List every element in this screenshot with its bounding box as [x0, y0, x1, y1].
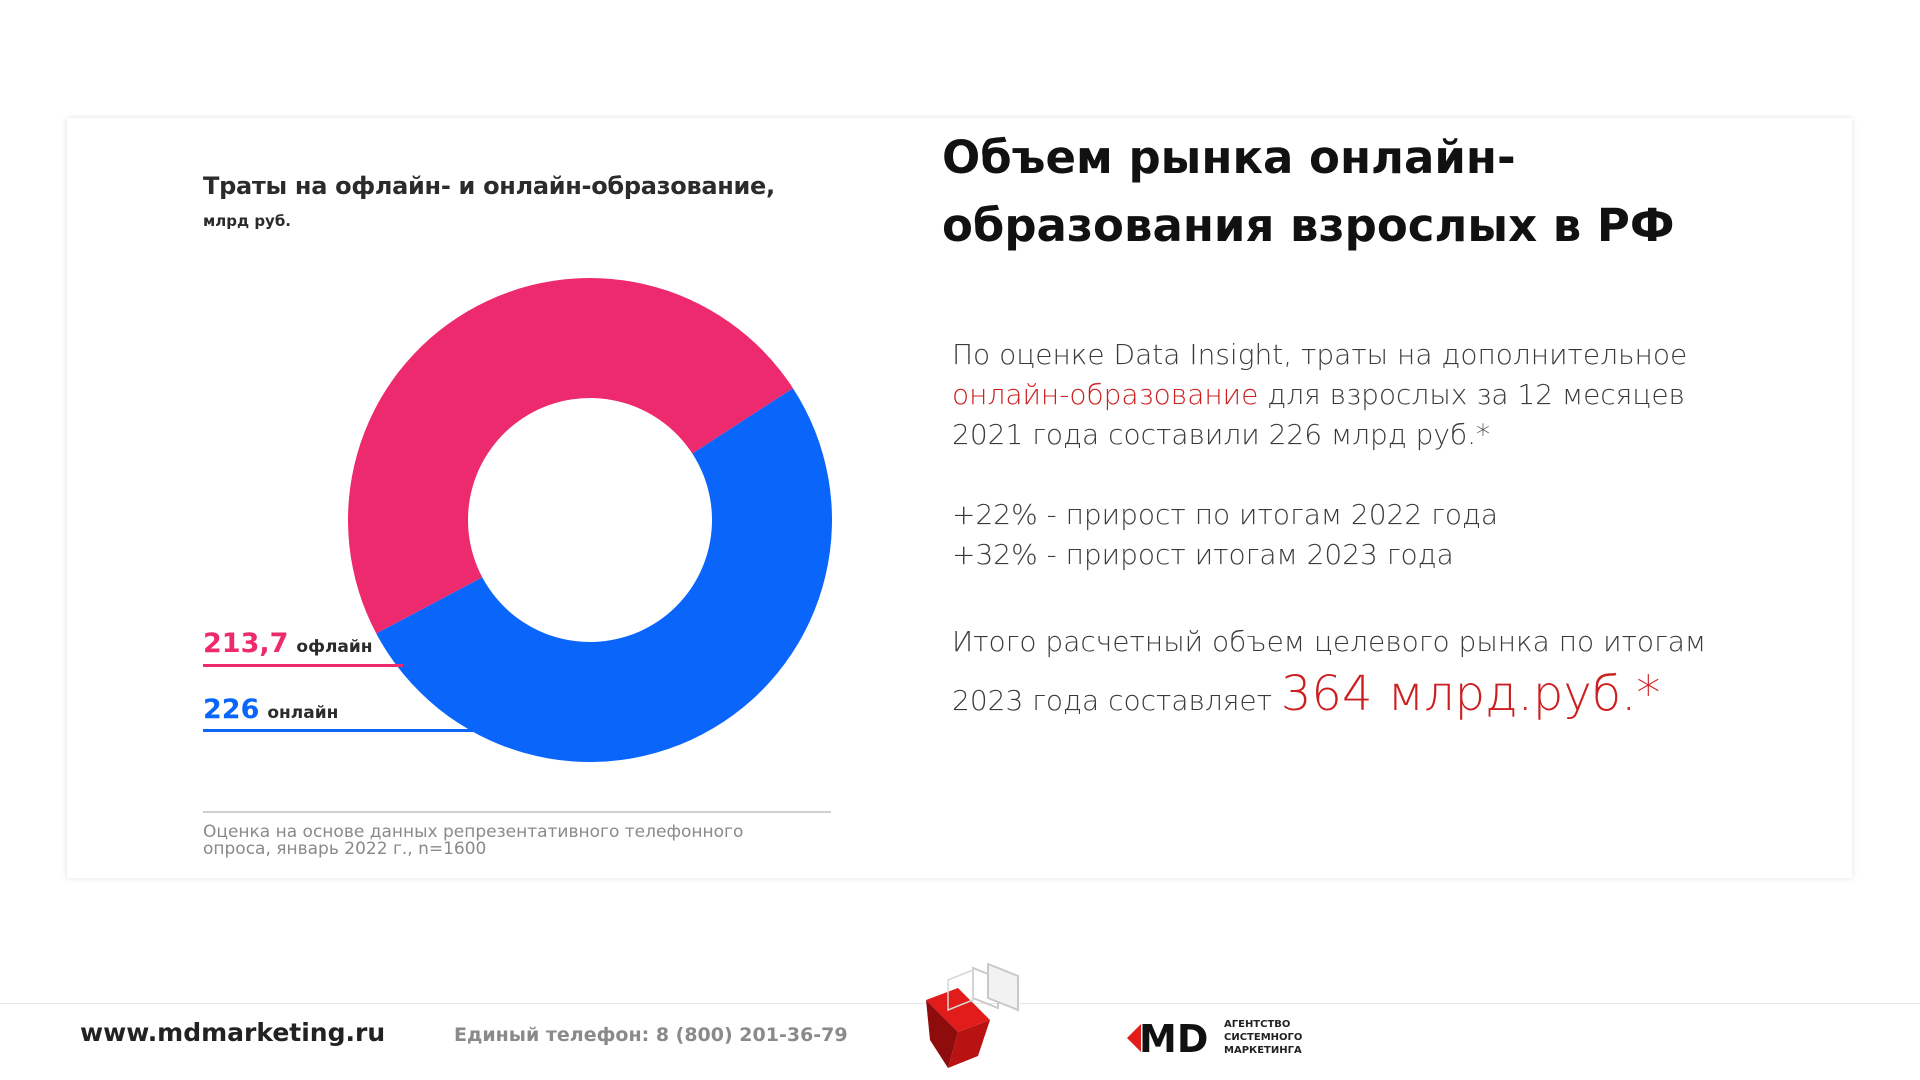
total-paragraph: Итого расчетный объем целевого рынка по …: [952, 616, 1732, 727]
note-divider: [203, 811, 831, 813]
online-education-link[interactable]: онлайн-образование: [952, 378, 1259, 411]
donut-slice-online: [376, 388, 832, 762]
website-link[interactable]: www.mdmarketing.ru: [80, 1018, 386, 1047]
intro-text-b: для взрослых за 12 месяцев 2021 года сос…: [952, 378, 1685, 451]
offline-value: 213,7: [203, 628, 289, 659]
online-label: 226 онлайн: [203, 694, 338, 725]
offline-label: 213,7 офлайн: [203, 628, 373, 659]
offline-name: офлайн: [296, 637, 373, 657]
online-leader-line: [203, 729, 483, 732]
chart-note: Оценка на основе данных репрезентативног…: [203, 822, 744, 859]
donut-slice-offline: [347, 277, 793, 634]
md-logo: MD: [1127, 1017, 1208, 1061]
chart-subtitle: млрд руб.: [203, 212, 292, 230]
online-name: онлайн: [267, 703, 339, 723]
heading-line-2: образования взрослых в РФ: [942, 199, 1675, 252]
offline-leader-line: [203, 664, 403, 667]
intro-paragraph: По оценке Data Insight, траты на дополни…: [952, 335, 1732, 455]
total-text: Итого расчетный объем целевого рынка по …: [952, 625, 1707, 717]
donut-chart: [347, 277, 832, 762]
total-value: 364 млрд.руб.*: [1280, 666, 1661, 722]
md-logo-mark: MD: [1139, 1017, 1208, 1061]
brand-cube-logo: [926, 962, 1019, 1068]
growth-2022: +22% - прирост по итогам 2022 года: [952, 498, 1499, 531]
heading-line-1: Объем рынка онлайн-: [942, 131, 1516, 184]
phone-number: Единый телефон: 8 (800) 201-36-79: [454, 1024, 848, 1046]
online-value: 226: [203, 694, 260, 725]
agency-name: АГЕНТСТВО СИСТЕМНОГО МАРКЕТИНГА: [1224, 1019, 1303, 1056]
growth-block: +22% - прирост по итогам 2022 года +32% …: [952, 495, 1732, 575]
intro-text-a: По оценке Data Insight, траты на дополни…: [952, 338, 1688, 371]
chart-title: Траты на офлайн- и онлайн-образование,: [203, 172, 775, 200]
growth-2023: +32% - прирост итогам 2023 года: [952, 538, 1454, 571]
slide-heading: Объем рынка онлайн- образования взрослых…: [942, 124, 1842, 260]
